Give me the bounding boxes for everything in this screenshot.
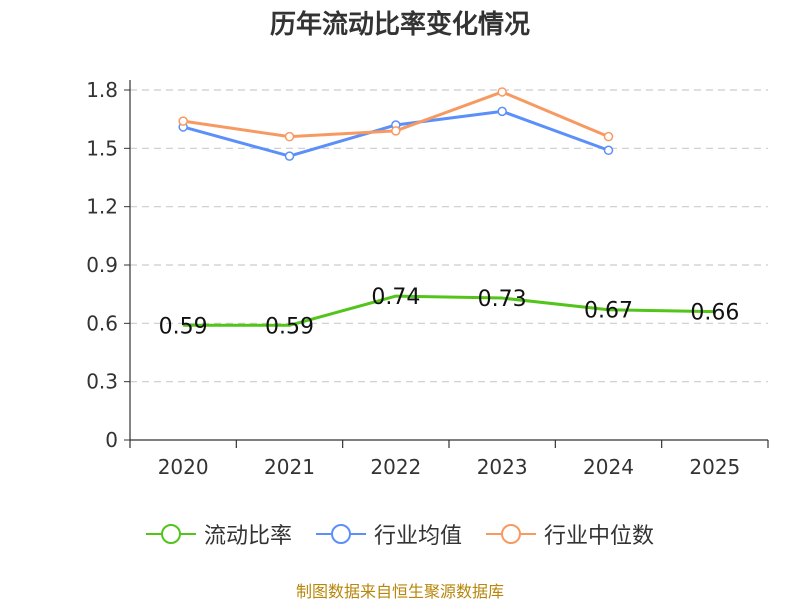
data-label: 0.66: [690, 301, 739, 326]
x-tick-label: 2020: [158, 455, 209, 479]
data-point: [603, 131, 614, 142]
data-point: [178, 116, 188, 126]
data-point: [284, 151, 295, 161]
legend-label: 流动比率: [203, 524, 292, 549]
data-label: 0.67: [584, 299, 633, 324]
y-tick-label: 0.6: [86, 311, 118, 335]
x-tick-label: 2021: [264, 455, 315, 479]
legend-label: 行业均值: [373, 524, 462, 549]
legend-item-industry-median[interactable]: 行业中位数: [486, 518, 654, 550]
legend-label: 行业中位数: [544, 524, 655, 549]
legend-item-industry-average[interactable]: 行业均值: [315, 518, 462, 550]
legend-item-current-ratio[interactable]: 流动比率: [145, 518, 292, 550]
series-line: [183, 294, 715, 327]
legend-line-icon: [145, 524, 196, 544]
x-tick-label: 2025: [689, 455, 740, 479]
legend-line-icon: [315, 524, 366, 544]
y-tick-label: 1.8: [86, 78, 118, 102]
y-tick-label: 0.9: [86, 253, 118, 277]
data-source-note: 制图数据来自恒生聚源数据库: [295, 582, 504, 601]
data-label: 0.73: [478, 287, 527, 312]
data-point: [497, 106, 507, 117]
y-tick-label: 1.5: [86, 136, 118, 160]
data-point: [284, 131, 295, 142]
legend-line-icon: [486, 524, 536, 544]
data-point: [603, 145, 614, 156]
y-tick-label: 0.3: [86, 370, 118, 394]
data-label: 0.74: [371, 285, 420, 310]
x-tick-label: 2022: [370, 455, 421, 479]
data-label: 0.59: [159, 314, 208, 339]
data-label: 0.59: [265, 314, 314, 339]
legend: 流动比率 行业均值 行业中位数: [0, 518, 800, 550]
y-tick-label: 0: [105, 428, 118, 452]
data-point: [497, 87, 507, 97]
x-tick-label: 2023: [477, 455, 528, 479]
data-point: [391, 126, 401, 136]
chart-title: 历年流动比率变化情况: [269, 10, 530, 40]
x-tick-label: 2024: [583, 455, 634, 479]
y-tick-label: 1.2: [86, 195, 118, 219]
